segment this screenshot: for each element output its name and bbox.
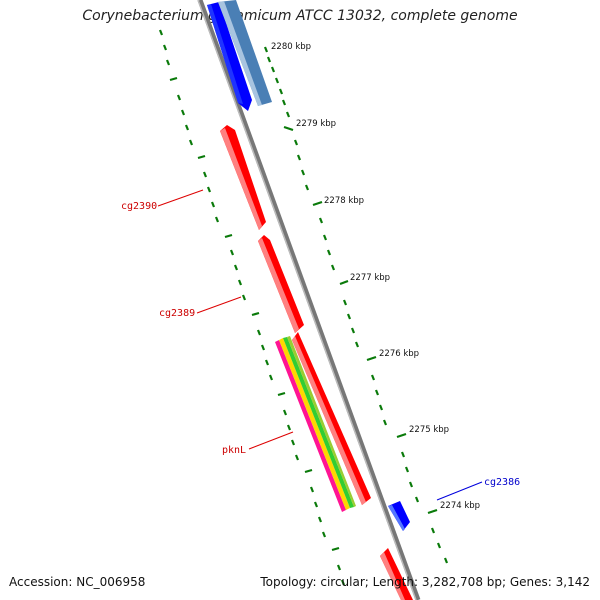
scale-label-2274: 2274 kbp bbox=[440, 501, 480, 511]
genome-backbone bbox=[197, 0, 421, 600]
scale-label-2277: 2277 kbp bbox=[350, 273, 390, 283]
gene-cg2390[interactable] bbox=[220, 125, 266, 230]
gene-cg2386[interactable] bbox=[388, 501, 410, 531]
gene-red-bottom[interactable] bbox=[380, 548, 413, 600]
scale-label-2276: 2276 kbp bbox=[379, 349, 419, 359]
scale-label-2279: 2279 kbp bbox=[296, 119, 336, 129]
accession-text: Accession: NC_006958 bbox=[9, 575, 146, 589]
scale-label-2280: 2280 kbp bbox=[271, 42, 311, 52]
gene-blue-1[interactable] bbox=[207, 2, 252, 111]
outer-tick-track bbox=[263, 46, 449, 564]
scale-label-2275: 2275 kbp bbox=[409, 425, 449, 435]
gene-pknL[interactable] bbox=[275, 336, 356, 512]
gene-label-pknL[interactable]: pknL bbox=[222, 445, 246, 456]
gene-red-3[interactable] bbox=[292, 332, 371, 505]
scale-label-2278: 2278 kbp bbox=[324, 196, 364, 206]
gene-label-cg2390[interactable]: cg2390 bbox=[121, 201, 157, 212]
gene-steelblue-1[interactable] bbox=[218, 0, 272, 106]
map-title: Corynebacterium glutamicum ATCC 13032, c… bbox=[82, 8, 518, 24]
inner-tick-track bbox=[158, 29, 346, 586]
gene-label-cg2386[interactable]: cg2386 bbox=[484, 477, 520, 488]
topology-text: Topology: circular; Length: 3,282,708 bp… bbox=[260, 575, 590, 589]
gene-label-cg2389[interactable]: cg2389 bbox=[159, 308, 195, 319]
gene-cg2389[interactable] bbox=[258, 235, 304, 333]
